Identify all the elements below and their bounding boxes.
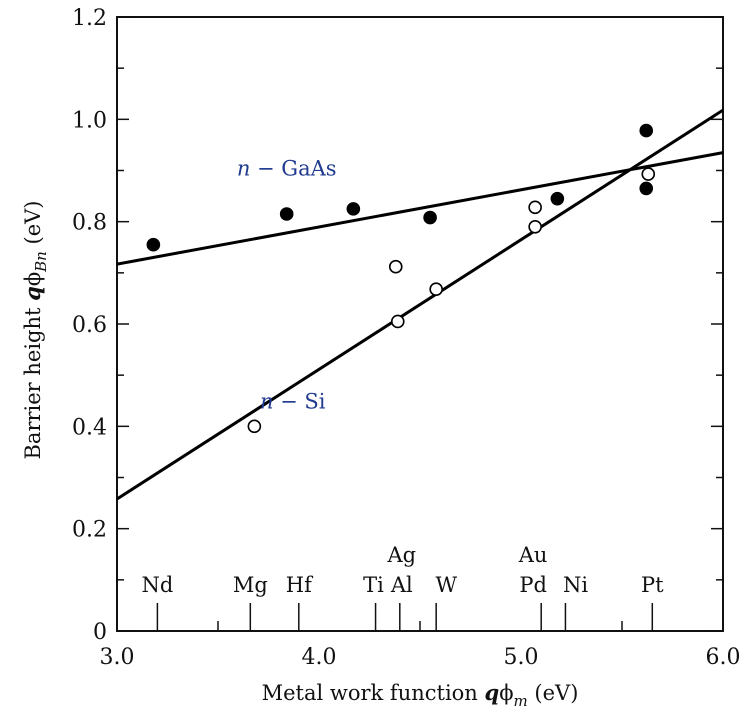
series-label-si: n − Si [260,389,326,413]
gaas-point [146,237,161,252]
metal-label-au: Au [518,543,548,567]
metal-label-al: Al [390,573,413,597]
si-point [388,259,403,274]
fit-lines [116,108,724,501]
si-point [390,314,405,329]
metal-markers: Nd Mg Hf Ti Al Ag W Pd Au Ni Pt [141,543,664,631]
axes: 0 0.2 0.4 0.6 0.8 1.0 1.2 3.0 4.0 5.0 6.0 [72,6,741,670]
si-point [528,200,542,215]
metal-label-ti: Ti [363,573,384,597]
metal-label-ag: Ag [387,543,417,567]
y-tick-label: 1.2 [72,6,107,31]
y-axis-title: Barrier height qϕBn (eV) [20,201,50,460]
si-point [528,219,542,234]
x-tick-label: 5.0 [504,645,539,670]
y-tick-label: 0 [93,620,107,645]
si-point [429,282,443,297]
metal-label-pd: Pd [519,573,547,597]
data-points [146,123,656,434]
x-tick-label: 3.0 [100,645,135,670]
y-tick-label: 1.0 [72,108,107,133]
gaas-point [639,123,654,138]
y-tick-label: 0.6 [72,313,107,338]
series-label-italic: n [260,389,274,413]
metal-label-nd: Nd [141,573,173,597]
series-label-italic: n [237,157,251,181]
series-label-rest: − GaAs [250,157,336,181]
metal-label-ni: Ni [563,573,588,597]
gaas-point [346,202,361,216]
metal-label-mg: Mg [233,573,268,597]
metal-label-hf: Hf [286,573,314,597]
metal-label-pt: Pt [641,573,664,597]
gaas-point [550,191,565,206]
x-axis-title: Metal work function qϕm (eV) [262,680,579,710]
gaas-point [423,210,437,225]
gaas-point [279,207,294,221]
series-label-rest: − Si [273,389,325,413]
plot-frame [116,16,724,632]
metal-label-w: W [435,573,457,597]
fit-line-gaas [116,151,724,266]
x-tick-label: 6.0 [706,645,741,670]
x-tick-label: 4.0 [302,645,337,670]
y-tick-label: 0.2 [72,518,107,543]
y-tick-label: 0.8 [72,211,107,236]
si-point [641,167,656,181]
gaas-point [639,181,654,196]
series-label-gaas: n − GaAs [237,157,337,181]
y-tick-label: 0.4 [72,415,107,440]
si-point [247,419,262,434]
fit-line-si [116,108,724,501]
